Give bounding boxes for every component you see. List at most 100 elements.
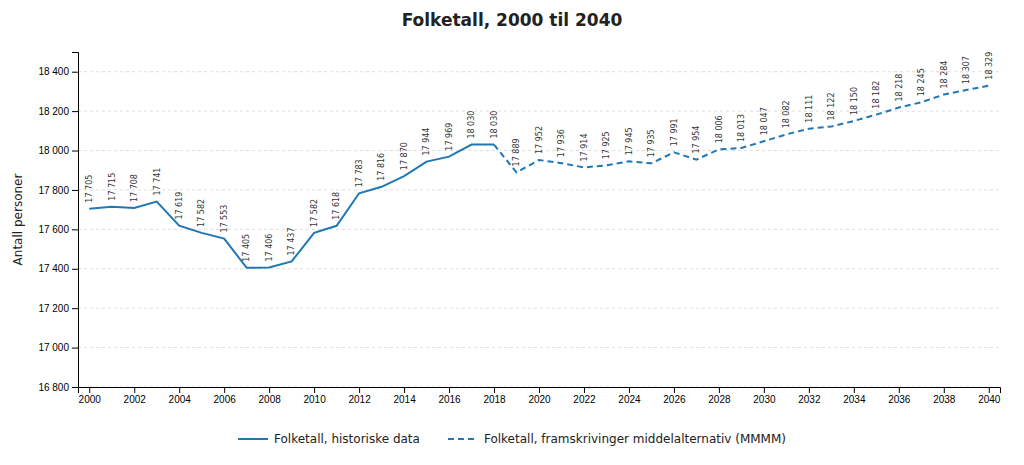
grid bbox=[78, 72, 1000, 387]
x-axis-line bbox=[79, 388, 1001, 394]
y-tick-mark bbox=[72, 269, 78, 270]
x-tick-mark bbox=[404, 387, 405, 393]
data-label: 17 437 bbox=[287, 227, 296, 255]
legend-item: Folketall, framskrivinger middelalternat… bbox=[448, 432, 786, 446]
x-tick-mark bbox=[89, 387, 90, 393]
x-tick-mark bbox=[584, 387, 585, 393]
data-label: 17 816 bbox=[377, 153, 386, 181]
x-tick: 2034 bbox=[843, 387, 866, 405]
y-tick-mark bbox=[72, 111, 78, 112]
x-tick: 2000 bbox=[79, 387, 102, 405]
x-tick: 2036 bbox=[888, 387, 911, 405]
x-tick-label: 2032 bbox=[798, 394, 821, 405]
legend-item: Folketall, historiske data bbox=[238, 432, 420, 446]
y-tick-label: 17 600 bbox=[38, 224, 69, 235]
x-tick-mark bbox=[179, 387, 180, 393]
data-label: 17 954 bbox=[692, 126, 701, 154]
y-tick: 16 800 bbox=[38, 382, 78, 393]
data-label: 18 006 bbox=[715, 115, 724, 143]
x-tick: 2016 bbox=[438, 387, 461, 405]
data-label: 18 030 bbox=[467, 111, 476, 139]
legend-label: Folketall, historiske data bbox=[274, 432, 420, 446]
x-tick: 2032 bbox=[798, 387, 821, 405]
data-label: 17 783 bbox=[355, 159, 364, 187]
y-tick-mark bbox=[72, 229, 78, 230]
data-label: 18 150 bbox=[850, 87, 859, 115]
lines bbox=[89, 86, 989, 268]
x-tick-mark bbox=[629, 387, 630, 393]
data-label: 17 914 bbox=[580, 133, 589, 161]
y-tick-mark bbox=[72, 387, 78, 388]
y-axis-label: Antall personer bbox=[11, 174, 25, 266]
x-tick: 2026 bbox=[663, 387, 686, 405]
chart: 2000200220042006200820102012201420162018… bbox=[0, 0, 1024, 465]
y-tick-label: 17 200 bbox=[38, 303, 69, 314]
x-tick: 2028 bbox=[708, 387, 731, 405]
data-label: 18 013 bbox=[737, 114, 746, 142]
x-tick-label: 2008 bbox=[259, 394, 282, 405]
legend-label: Folketall, framskrivinger middelalternat… bbox=[484, 432, 786, 446]
data-label: 18 122 bbox=[827, 92, 836, 120]
legend-swatch bbox=[448, 438, 478, 440]
x-tick-label: 2002 bbox=[124, 394, 147, 405]
x-tick-mark bbox=[944, 387, 945, 393]
y-tick-label: 17 000 bbox=[38, 342, 69, 353]
data-label: 18 082 bbox=[782, 100, 791, 128]
x-tick-label: 2016 bbox=[438, 394, 461, 405]
y-tick-mark bbox=[72, 348, 78, 349]
data-label: 18 307 bbox=[962, 56, 971, 84]
x-tick: 2030 bbox=[753, 387, 776, 405]
series-line bbox=[494, 86, 989, 173]
legend: Folketall, historiske data Folketall, fra… bbox=[238, 432, 786, 446]
x-tick: 2002 bbox=[124, 387, 147, 405]
x-tick-mark bbox=[539, 387, 540, 393]
x-tick-mark bbox=[224, 387, 225, 393]
y-tick: 17 600 bbox=[38, 224, 78, 235]
data-labels: 17 70517 71517 70817 74117 61917 58217 5… bbox=[85, 52, 994, 262]
x-tick: 2008 bbox=[259, 387, 282, 405]
x-tick-label: 2022 bbox=[573, 394, 596, 405]
x-tick-label: 2018 bbox=[483, 394, 506, 405]
y-tick-mark bbox=[72, 151, 78, 152]
data-label: 17 952 bbox=[535, 126, 544, 154]
x-tick-mark bbox=[899, 387, 900, 393]
y-tick: 17 400 bbox=[38, 263, 78, 274]
x-tick: 2010 bbox=[303, 387, 326, 405]
x-tick-label: 2028 bbox=[708, 394, 731, 405]
x-tick: 2006 bbox=[214, 387, 237, 405]
data-label: 18 047 bbox=[760, 107, 769, 135]
x-tick: 2038 bbox=[933, 387, 956, 405]
x-tick-label: 2000 bbox=[79, 394, 102, 405]
x-tick-mark bbox=[854, 387, 855, 393]
data-label: 17 925 bbox=[602, 131, 611, 159]
x-tick: 2024 bbox=[618, 387, 641, 405]
y-axis: 16 80017 00017 20017 40017 60017 80018 0… bbox=[38, 53, 78, 393]
data-label: 18 329 bbox=[985, 52, 994, 80]
x-tick-mark bbox=[719, 387, 720, 393]
y-tick: 17 800 bbox=[38, 185, 78, 196]
x-tick-mark bbox=[134, 387, 135, 393]
y-tick-label: 18 400 bbox=[38, 66, 69, 77]
x-tick: 2012 bbox=[348, 387, 371, 405]
x-tick: 2018 bbox=[483, 387, 506, 405]
x-axis: 2000200220042006200820102012201420162018… bbox=[79, 387, 1001, 405]
y-tick-label: 18 200 bbox=[38, 106, 69, 117]
data-label: 18 111 bbox=[805, 95, 814, 123]
data-label: 17 715 bbox=[108, 173, 117, 201]
data-label: 17 741 bbox=[153, 168, 162, 196]
data-label: 17 935 bbox=[647, 129, 656, 157]
x-tick-label: 2038 bbox=[933, 394, 956, 405]
x-tick: 2004 bbox=[169, 387, 192, 405]
x-tick-label: 2006 bbox=[214, 394, 237, 405]
x-tick-mark bbox=[494, 387, 495, 393]
data-label: 17 582 bbox=[310, 199, 319, 227]
y-tick-label: 16 800 bbox=[38, 382, 69, 393]
x-tick-mark bbox=[449, 387, 450, 393]
data-label: 17 944 bbox=[422, 128, 431, 156]
grid-line bbox=[78, 268, 1000, 269]
y-tick-label: 17 400 bbox=[38, 263, 69, 274]
data-label: 17 889 bbox=[512, 138, 521, 166]
y-tick-mark bbox=[72, 190, 78, 191]
x-tick-mark bbox=[674, 387, 675, 393]
y-tick: 18 400 bbox=[38, 66, 78, 77]
